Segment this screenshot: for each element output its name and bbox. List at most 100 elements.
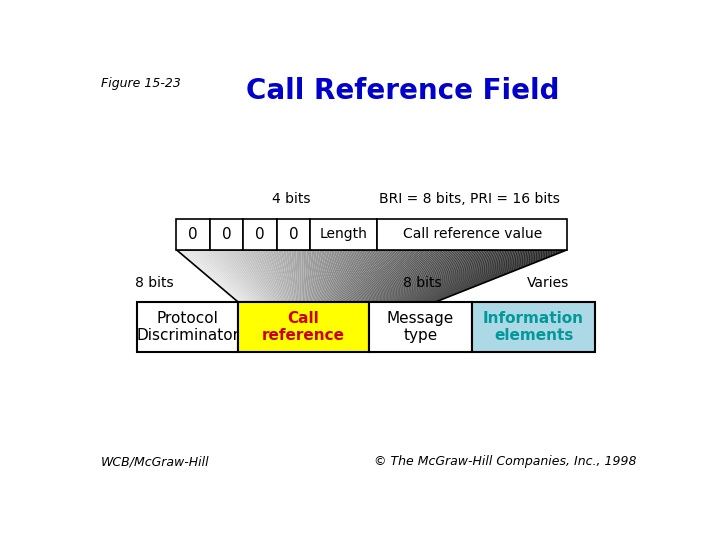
Polygon shape — [372, 250, 445, 302]
Polygon shape — [236, 250, 269, 302]
Polygon shape — [426, 250, 549, 302]
Text: Figure 15-23: Figure 15-23 — [101, 77, 181, 90]
Polygon shape — [334, 250, 369, 302]
Polygon shape — [416, 250, 531, 302]
Text: 0: 0 — [289, 227, 299, 242]
Polygon shape — [189, 250, 246, 302]
Polygon shape — [260, 250, 282, 302]
Polygon shape — [358, 250, 416, 302]
Text: 0: 0 — [222, 227, 232, 242]
Polygon shape — [391, 250, 481, 302]
Polygon shape — [353, 250, 405, 302]
Polygon shape — [176, 250, 239, 302]
Polygon shape — [338, 250, 377, 302]
Polygon shape — [309, 250, 320, 302]
Polygon shape — [301, 250, 304, 302]
Polygon shape — [354, 250, 408, 302]
Polygon shape — [317, 250, 336, 302]
Text: 0: 0 — [256, 227, 265, 242]
Polygon shape — [383, 250, 466, 302]
Polygon shape — [364, 250, 429, 302]
Polygon shape — [369, 250, 437, 302]
Text: Call Reference Field: Call Reference Field — [246, 77, 559, 105]
Polygon shape — [179, 250, 240, 302]
Bar — [369, 302, 472, 352]
Polygon shape — [370, 250, 439, 302]
Polygon shape — [307, 250, 315, 302]
Polygon shape — [318, 250, 338, 302]
Polygon shape — [379, 250, 458, 302]
Bar — [176, 219, 210, 250]
Polygon shape — [210, 250, 256, 302]
Polygon shape — [326, 250, 354, 302]
Polygon shape — [402, 250, 502, 302]
Text: Message
type: Message type — [387, 310, 454, 343]
Polygon shape — [197, 250, 250, 302]
Bar — [377, 219, 567, 250]
Polygon shape — [265, 250, 284, 302]
Polygon shape — [432, 250, 562, 302]
Polygon shape — [312, 250, 325, 302]
Polygon shape — [247, 250, 275, 302]
Text: Information
elements: Information elements — [483, 310, 584, 343]
Text: BRI = 8 bits, PRI = 16 bits: BRI = 8 bits, PRI = 16 bits — [379, 192, 560, 206]
Polygon shape — [305, 250, 312, 302]
Bar — [238, 302, 369, 352]
Polygon shape — [359, 250, 418, 302]
Text: 8 bits: 8 bits — [135, 276, 174, 290]
Polygon shape — [192, 250, 247, 302]
Polygon shape — [330, 250, 361, 302]
Polygon shape — [400, 250, 500, 302]
Polygon shape — [427, 250, 552, 302]
Polygon shape — [252, 250, 277, 302]
Polygon shape — [316, 250, 333, 302]
Polygon shape — [382, 250, 463, 302]
Polygon shape — [187, 250, 245, 302]
Polygon shape — [342, 250, 384, 302]
Polygon shape — [372, 250, 442, 302]
Polygon shape — [294, 250, 299, 302]
Polygon shape — [395, 250, 489, 302]
Bar — [310, 219, 377, 250]
Polygon shape — [340, 250, 379, 302]
Polygon shape — [405, 250, 510, 302]
Polygon shape — [428, 250, 554, 302]
Polygon shape — [223, 250, 263, 302]
Polygon shape — [356, 250, 413, 302]
Polygon shape — [304, 250, 310, 302]
Polygon shape — [435, 250, 567, 302]
Polygon shape — [433, 250, 564, 302]
Polygon shape — [346, 250, 392, 302]
Bar — [472, 302, 595, 352]
Polygon shape — [420, 250, 539, 302]
Polygon shape — [299, 250, 302, 302]
Polygon shape — [208, 250, 255, 302]
Polygon shape — [302, 250, 307, 302]
Polygon shape — [423, 250, 544, 302]
Polygon shape — [341, 250, 382, 302]
Polygon shape — [397, 250, 494, 302]
Polygon shape — [231, 250, 267, 302]
Polygon shape — [273, 250, 288, 302]
Polygon shape — [281, 250, 292, 302]
Polygon shape — [388, 250, 476, 302]
Text: © The McGraw-Hill Companies, Inc., 1998: © The McGraw-Hill Companies, Inc., 1998 — [374, 455, 637, 468]
Polygon shape — [249, 250, 276, 302]
Polygon shape — [218, 250, 261, 302]
Polygon shape — [367, 250, 434, 302]
Polygon shape — [374, 250, 447, 302]
Polygon shape — [242, 250, 272, 302]
Polygon shape — [268, 250, 285, 302]
Polygon shape — [390, 250, 479, 302]
Polygon shape — [325, 250, 351, 302]
Polygon shape — [257, 250, 280, 302]
Text: Varies: Varies — [526, 276, 569, 290]
Text: 0: 0 — [189, 227, 198, 242]
Text: Length: Length — [320, 227, 368, 241]
Polygon shape — [244, 250, 274, 302]
Polygon shape — [392, 250, 484, 302]
Polygon shape — [410, 250, 518, 302]
Polygon shape — [315, 250, 330, 302]
Polygon shape — [332, 250, 364, 302]
Text: Call
reference: Call reference — [262, 310, 345, 343]
